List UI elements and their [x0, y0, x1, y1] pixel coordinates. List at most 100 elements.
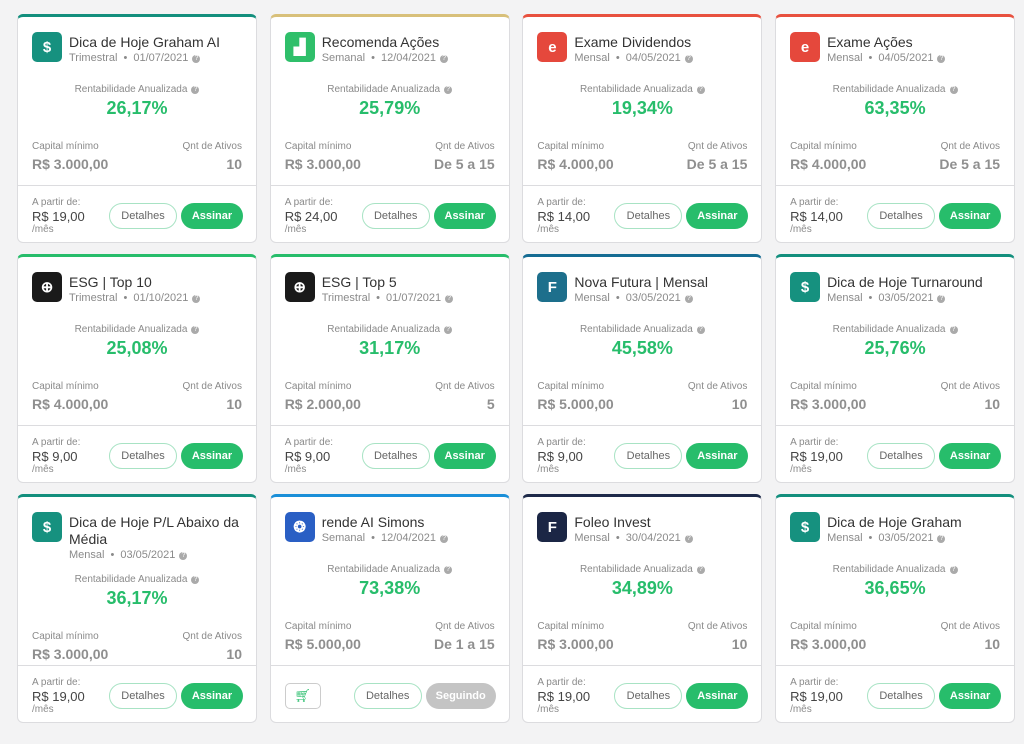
- subscribe-button[interactable]: Assinar: [686, 682, 749, 709]
- min-capital-label: Capital mínimo: [537, 621, 605, 632]
- subscribe-button[interactable]: Assinar: [939, 682, 1002, 709]
- frequency: Trimestral: [69, 52, 118, 64]
- help-icon[interactable]: ?: [696, 566, 705, 574]
- portfolio-title[interactable]: ESG | Top 10: [69, 274, 152, 290]
- help-icon[interactable]: ?: [440, 55, 449, 63]
- details-button[interactable]: Detalhes: [361, 202, 430, 229]
- asset-count-label: Qnt de Ativos: [435, 621, 495, 632]
- details-button[interactable]: Detalhes: [109, 682, 177, 709]
- details-button[interactable]: Detalhes: [361, 442, 430, 469]
- portfolio-title[interactable]: Recomenda Ações: [321, 34, 440, 50]
- subscribe-button[interactable]: Assinar: [939, 202, 1002, 229]
- help-icon[interactable]: ?: [192, 295, 201, 303]
- price-label: A partir de:: [790, 196, 839, 208]
- help-icon[interactable]: ?: [444, 566, 453, 574]
- help-icon[interactable]: ?: [191, 86, 200, 94]
- details-button[interactable]: Detalhes: [109, 442, 177, 469]
- brain-icon: ❂: [284, 512, 315, 542]
- portfolio-subtitle: Trimestral • 01/07/2021?: [69, 52, 220, 64]
- price-value: R$ 9,00: [284, 448, 331, 464]
- portfolio-title[interactable]: Foleo Invest: [574, 514, 651, 530]
- portfolio-title[interactable]: Dica de Hoje Graham: [827, 514, 962, 530]
- annualized-return-value: 19,34%: [611, 98, 673, 118]
- price-block: A partir de: R$ 19,00/mês: [32, 677, 109, 715]
- details-button[interactable]: Detalhes: [109, 202, 177, 229]
- start-date: 04/05/2021: [625, 52, 681, 64]
- card-stats: Capital mínimo R$ 3.000,00 Qnt de Ativos 1…: [18, 631, 256, 662]
- asset-count-value: 10: [984, 636, 1001, 652]
- annualized-return-text: Rentabilidade Anualizada: [74, 84, 188, 95]
- subscribe-button[interactable]: Assinar: [181, 442, 243, 469]
- portfolio-subtitle: Mensal • 03/05/2021?: [827, 532, 962, 544]
- card-footer: A partir de: R$ 19,00/mês Detalhes Assinar: [776, 665, 1015, 722]
- help-icon[interactable]: ?: [937, 55, 946, 63]
- portfolio-title[interactable]: Exame Ações: [827, 34, 913, 50]
- help-icon[interactable]: ?: [444, 86, 453, 94]
- following-button[interactable]: Seguindo: [425, 682, 496, 709]
- annualized-return-value: 25,76%: [864, 338, 926, 358]
- annualized-return-label: Rentabilidade Anualizada?: [776, 564, 1014, 575]
- details-button[interactable]: Detalhes: [867, 682, 936, 709]
- subscribe-button[interactable]: Assinar: [181, 202, 243, 229]
- frequency: Mensal: [574, 292, 610, 304]
- price-period: /mês: [537, 463, 560, 475]
- price-period: /mês: [284, 463, 307, 475]
- portfolio-title[interactable]: Dica de Hoje P/L Abaixo da Média: [69, 514, 239, 547]
- price-value: R$ 14,00: [790, 208, 843, 224]
- help-icon[interactable]: ?: [684, 295, 693, 303]
- help-icon[interactable]: ?: [179, 552, 188, 560]
- portfolio-title[interactable]: Dica de Hoje Graham AI: [69, 34, 220, 50]
- help-icon[interactable]: ?: [684, 535, 693, 543]
- price-label: A partir de:: [32, 676, 81, 688]
- card-header: ▟ Recomenda Ações Semanal • 12/04/2021?: [271, 17, 509, 71]
- details-button[interactable]: Detalhes: [353, 682, 422, 709]
- details-button[interactable]: Detalhes: [614, 442, 683, 469]
- help-icon[interactable]: ?: [937, 295, 946, 303]
- help-icon[interactable]: ?: [445, 295, 454, 303]
- help-icon[interactable]: ?: [191, 576, 200, 584]
- details-button[interactable]: Detalhes: [614, 682, 683, 709]
- subscribe-button[interactable]: Assinar: [686, 442, 749, 469]
- price-block: A partir de: R$ 24,00/mês: [285, 197, 362, 235]
- portfolio-title[interactable]: ESG | Top 5: [321, 274, 397, 290]
- help-icon[interactable]: ?: [192, 55, 201, 63]
- price-label: A partir de:: [537, 676, 586, 688]
- help-icon[interactable]: ?: [444, 326, 453, 334]
- portfolio-subtitle: Mensal • 30/04/2021?: [574, 532, 693, 544]
- help-icon[interactable]: ?: [684, 55, 693, 63]
- card-header: e Exame Ações Mensal • 04/05/2021?: [776, 17, 1014, 71]
- help-icon[interactable]: ?: [696, 326, 705, 334]
- details-button[interactable]: Detalhes: [867, 202, 936, 229]
- frequency: Mensal: [69, 549, 105, 561]
- card-footer: A partir de: R$ 9,00/mês Detalhes Assinar: [18, 425, 256, 482]
- details-button[interactable]: Detalhes: [614, 202, 683, 229]
- start-date: 03/05/2021: [625, 292, 681, 304]
- subscribe-button[interactable]: Assinar: [939, 442, 1002, 469]
- help-icon[interactable]: ?: [696, 86, 705, 94]
- help-icon[interactable]: ?: [937, 535, 946, 543]
- asset-count-label: Qnt de Ativos: [182, 631, 242, 642]
- subscribe-button[interactable]: Assinar: [433, 202, 496, 229]
- subscribe-button[interactable]: Assinar: [433, 442, 496, 469]
- portfolio-title[interactable]: Exame Dividendos: [574, 34, 692, 50]
- help-icon[interactable]: ?: [191, 326, 200, 334]
- portfolio-title[interactable]: rende AI Simons: [321, 514, 425, 530]
- cart-button[interactable]: 🛒︎: [284, 682, 321, 709]
- asset-count-value: 10: [731, 396, 748, 412]
- asset-count-value: 5: [486, 396, 495, 412]
- help-icon[interactable]: ?: [949, 326, 958, 334]
- subscribe-button[interactable]: Assinar: [686, 202, 749, 229]
- asset-count-value: De 1 a 15: [433, 636, 495, 652]
- help-icon[interactable]: ?: [949, 86, 958, 94]
- details-button[interactable]: Detalhes: [867, 442, 936, 469]
- help-icon[interactable]: ?: [949, 566, 958, 574]
- subscribe-button[interactable]: Assinar: [181, 682, 243, 709]
- start-date: 01/07/2021: [133, 52, 189, 64]
- annualized-return-label: Rentabilidade Anualizada?: [271, 324, 509, 335]
- card-stats: Capital mínimo R$ 3.000,00 Qnt de Ativos 1…: [776, 381, 1014, 412]
- portfolio-title[interactable]: Dica de Hoje Turnaround: [827, 274, 983, 290]
- annualized-return-value: 36,65%: [864, 578, 926, 598]
- portfolio-title[interactable]: Nova Futura | Mensal: [574, 274, 708, 290]
- annualized-return-value: 26,17%: [106, 98, 168, 118]
- help-icon[interactable]: ?: [440, 535, 449, 543]
